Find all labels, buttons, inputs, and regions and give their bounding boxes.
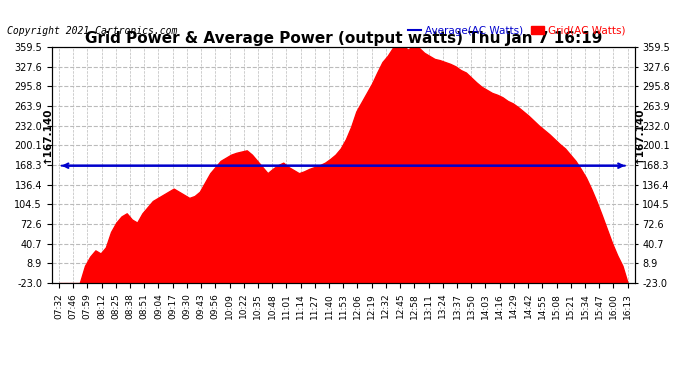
Text: Copyright 2021 Cartronics.com: Copyright 2021 Cartronics.com: [7, 26, 177, 36]
Title: Grid Power & Average Power (output watts) Thu Jan 7 16:19: Grid Power & Average Power (output watts…: [85, 31, 602, 46]
Text: ↑167.140: ↑167.140: [634, 106, 644, 163]
Text: ↑167.140: ↑167.140: [43, 106, 52, 163]
Legend: Average(AC Watts), Grid(AC Watts): Average(AC Watts), Grid(AC Watts): [404, 21, 629, 40]
